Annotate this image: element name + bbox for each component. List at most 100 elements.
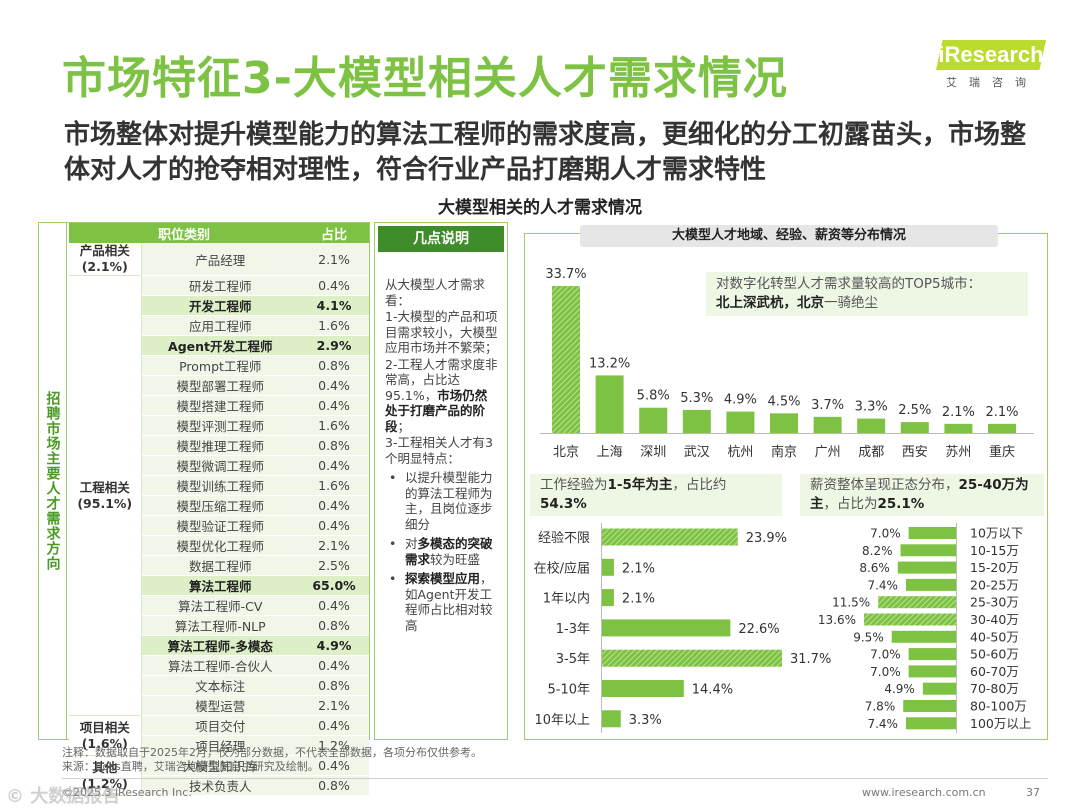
experience-bar xyxy=(602,528,738,546)
table-row: 其他 (1.2%) 大模型知识库 0.4% xyxy=(69,755,370,796)
experience-tick-label: 5-10年 xyxy=(547,683,590,698)
table-row: 模型推理工程师 0.8% xyxy=(69,435,370,456)
category-cell: 其他 (1.2%) xyxy=(69,755,142,796)
share-cell: 0.4% xyxy=(299,455,370,476)
salary-bar xyxy=(891,630,956,643)
experience-bar xyxy=(602,558,614,576)
table-row: 模型压缩工程师 0.4% xyxy=(69,495,370,516)
city-value-label: 5.8% xyxy=(637,389,670,404)
experience-tick-label: 1年以内 xyxy=(543,591,590,607)
site-url[interactable]: www.iresearch.com.cn xyxy=(862,786,986,799)
share-cell: 0.4% xyxy=(299,715,370,736)
share-cell: 0.4% xyxy=(299,495,370,516)
city-bar xyxy=(988,423,1016,433)
share-cell: 1.2% xyxy=(299,735,370,756)
city-bar xyxy=(552,286,580,433)
salary-bar xyxy=(905,578,956,591)
salary-value-label: 7.0% xyxy=(870,648,901,662)
distribution-heading: 大模型人才地域、经验、薪资等分布情况 xyxy=(580,225,998,247)
notes-point-2: 2-工程人才需求度非常高，占比达95.1%，市场仍然处于打磨产品的阶段； xyxy=(385,356,498,434)
share-cell: 0.4% xyxy=(299,395,370,416)
city-value-label: 33.7% xyxy=(545,267,586,282)
notes-bullet-3: 探索模型应用，如Agent开发工程师占比相对较高 xyxy=(385,571,499,633)
city-value-label: 3.3% xyxy=(855,400,888,415)
city-tick-label: 成都 xyxy=(858,445,884,460)
city-bar xyxy=(944,423,973,433)
role-cell: 算法工程师-CV xyxy=(141,595,300,616)
role-cell: 项目交付 xyxy=(141,715,300,736)
city-tick-label: 北京 xyxy=(553,445,579,460)
salary-tick-label: 20-25万 xyxy=(970,577,1019,592)
table-row: 项目经理 1.2% xyxy=(69,735,370,756)
experience-tick-label: 经验不限 xyxy=(538,530,590,546)
city-tick-label: 杭州 xyxy=(727,445,753,460)
role-cell: 模型推理工程师 xyxy=(141,435,300,456)
table-row: 模型搭建工程师 0.4% xyxy=(69,395,370,416)
share-cell: 2.1% xyxy=(299,695,370,716)
share-cell: 2.1% xyxy=(299,535,370,556)
city-value-label: 5.3% xyxy=(680,391,713,406)
salary-value-label: 7.4% xyxy=(867,578,898,592)
notes-panel: 几点说明 从大模型人才需求看： 1-大模型的产品和项目需求较小，大模型应用市场并… xyxy=(374,222,508,740)
role-cell: 文本标注 xyxy=(141,675,300,696)
logo-cn: 艾瑞咨询 xyxy=(946,76,1038,89)
city-bar xyxy=(639,407,668,433)
city-tick-label: 苏州 xyxy=(945,444,971,460)
city-tick-label: 南京 xyxy=(771,444,797,460)
salary-value-label: 8.6% xyxy=(859,561,890,575)
table-row: 模型训练工程师 1.6% xyxy=(69,475,370,496)
city-bar xyxy=(682,409,711,433)
role-cell: 模型部署工程师 xyxy=(141,375,300,396)
category-cell: 工程相关 (95.1%) xyxy=(69,275,142,716)
salary-tick-label: 10-15万 xyxy=(970,543,1019,558)
salary-tick-label: 15-20万 xyxy=(970,560,1019,575)
city-value-label: 2.5% xyxy=(898,403,931,418)
page-title: 市场特征3-大模型相关人才需求情况 xyxy=(62,53,788,104)
table-row: 产品相关 (2.1%) 产品经理 2.1% xyxy=(69,243,370,276)
share-cell: 2.9% xyxy=(299,335,370,356)
table-row: 算法工程师-合伙人 0.4% xyxy=(69,655,370,676)
experience-tick-label: 在校/应届 xyxy=(534,560,590,576)
footer-divider xyxy=(62,778,1048,779)
experience-value-label: 2.1% xyxy=(622,592,655,607)
share-cell: 0.4% xyxy=(299,595,370,616)
city-chart: 33.7% 北京 13.2% 上海 5.8% 深圳 5.3% 武汉 4.9% 杭州 4.5% 南京 3.… xyxy=(540,267,1034,460)
city-tick-label: 深圳 xyxy=(640,445,666,460)
table-row: Prompt工程师 0.8% xyxy=(69,355,370,376)
role-cell: 产品经理 xyxy=(141,243,300,276)
city-value-label: 4.5% xyxy=(767,394,800,409)
salary-value-label: 13.6% xyxy=(818,613,856,627)
vertical-label-text: 招聘市场主要人才需求方向 xyxy=(44,391,61,571)
share-cell: 0.4% xyxy=(299,755,370,776)
share-cell: 65.0% xyxy=(299,575,370,596)
city-bar xyxy=(595,375,624,433)
share-cell: 2.5% xyxy=(299,555,370,576)
share-cell: 1.6% xyxy=(299,315,370,336)
experience-value-label: 14.4% xyxy=(692,683,733,698)
experience-tick-label: 10年以上 xyxy=(534,713,590,728)
salary-tick-label: 40-50万 xyxy=(970,629,1019,644)
notes-bullet-1: 以提升模型能力的算法工程师为主，且岗位逐步细分 xyxy=(385,470,499,532)
copyright: ©2025.3 iResearch Inc. xyxy=(62,786,192,799)
table-row: 数据工程师 2.5% xyxy=(69,555,370,576)
salary-value-label: 7.4% xyxy=(867,717,898,731)
table-row: 模型微调工程师 0.4% xyxy=(69,455,370,476)
role-cell: 开发工程师 xyxy=(141,295,300,316)
share-cell: 0.4% xyxy=(299,655,370,676)
page-number: 37 xyxy=(1026,786,1040,799)
footnote-source: 来源：Boss直聘，艾瑞咨询研究院自主研究及绘制。 xyxy=(62,760,319,773)
table-row: 模型优化工程师 2.1% xyxy=(69,535,370,556)
city-tick-label: 西安 xyxy=(902,445,928,460)
salary-tick-label: 100万以上 xyxy=(970,716,1031,731)
city-value-label: 3.7% xyxy=(811,398,844,413)
share-cell: 0.4% xyxy=(299,375,370,396)
salary-tick-label: 50-60万 xyxy=(970,647,1019,662)
experience-value-label: 31.7% xyxy=(790,652,831,667)
table-header-row: 职位类别 占比 xyxy=(69,223,370,243)
share-cell: 0.8% xyxy=(299,775,370,796)
share-cell: 0.8% xyxy=(299,355,370,376)
share-cell: 4.9% xyxy=(299,635,370,656)
salary-tick-label: 25-30万 xyxy=(970,595,1019,610)
experience-chart: 经验不限 23.9% 在校/应届 2.1% 1年以内 2.1% 1-3年 22.6% 3-5年 3… xyxy=(534,523,831,733)
